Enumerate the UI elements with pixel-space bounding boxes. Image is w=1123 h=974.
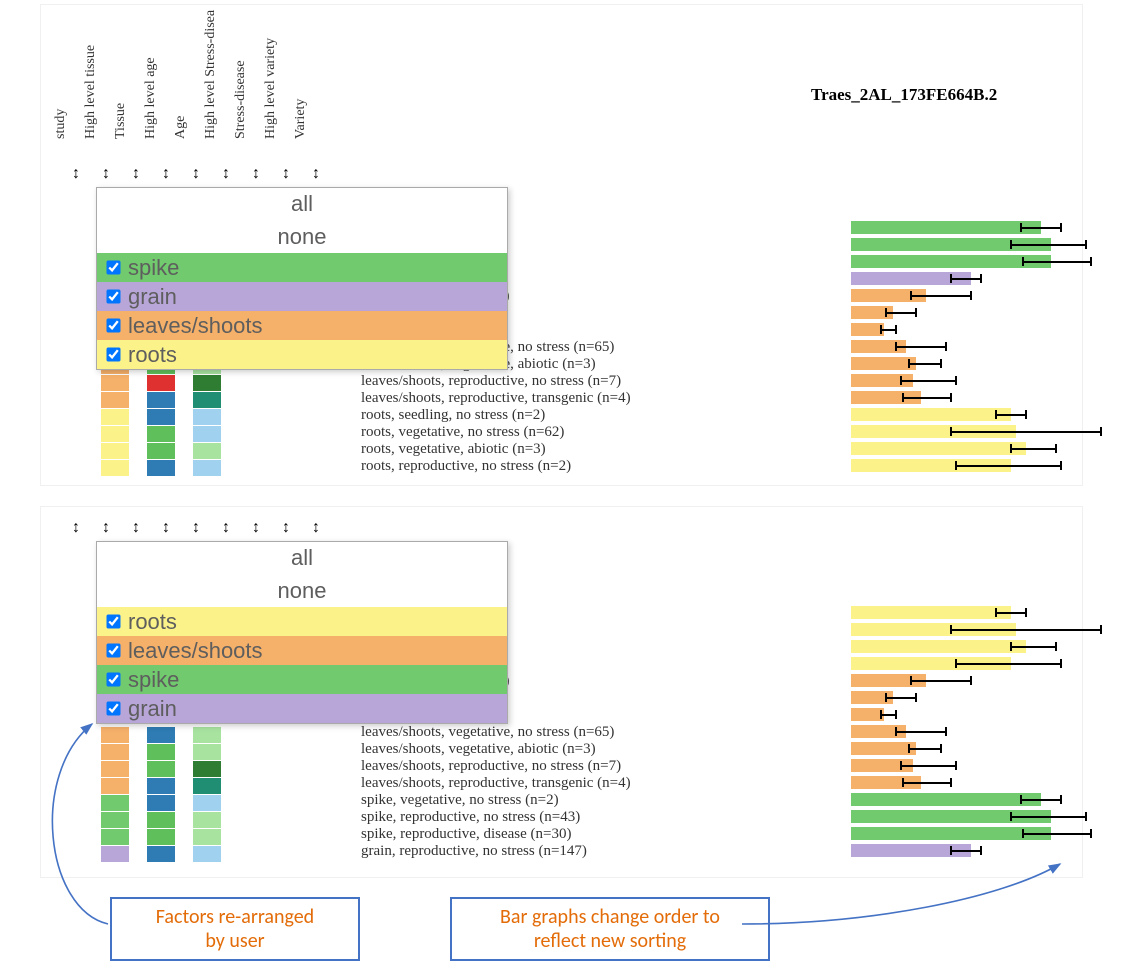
filter-label: roots <box>128 609 177 635</box>
filter-checkbox[interactable] <box>106 644 120 658</box>
filter-label: roots <box>128 342 177 368</box>
filter-label: leaves/shoots <box>128 313 263 339</box>
filter-checkbox[interactable] <box>106 319 120 333</box>
filter-item-leaves-shoots[interactable]: leaves/shoots <box>97 311 507 340</box>
filter-item-roots[interactable]: roots <box>97 340 507 369</box>
filter-checkbox[interactable] <box>106 615 120 629</box>
filter-item-grain[interactable]: grain <box>97 282 507 311</box>
filter-checkbox[interactable] <box>106 673 120 687</box>
filter-item-grain[interactable]: grain <box>97 694 507 723</box>
filter-checkbox[interactable] <box>106 261 120 275</box>
filter-label: spike <box>128 255 179 281</box>
filter-checkbox[interactable] <box>106 348 120 362</box>
filter-none[interactable]: none <box>97 221 507 254</box>
filter-item-roots[interactable]: roots <box>97 607 507 636</box>
filter-label: grain <box>128 696 177 722</box>
filter-checkbox[interactable] <box>106 290 120 304</box>
filter-label: leaves/shoots <box>128 638 263 664</box>
filter-item-leaves-shoots[interactable]: leaves/shoots <box>97 636 507 665</box>
filter-item-spike[interactable]: spike <box>97 665 507 694</box>
filter-checkbox[interactable] <box>106 702 120 716</box>
filter-item-spike[interactable]: spike <box>97 253 507 282</box>
filter-none[interactable]: none <box>97 575 507 608</box>
filter-dropdown[interactable]: all none spike grain leaves/shoots roots <box>96 187 508 370</box>
filter-all[interactable]: all <box>97 188 507 221</box>
filter-all[interactable]: all <box>97 542 507 575</box>
filter-dropdown[interactable]: all none roots leaves/shoots spike grain <box>96 541 508 724</box>
filter-label: grain <box>128 284 177 310</box>
annotation-arrows <box>0 4 1123 974</box>
filter-label: spike <box>128 667 179 693</box>
